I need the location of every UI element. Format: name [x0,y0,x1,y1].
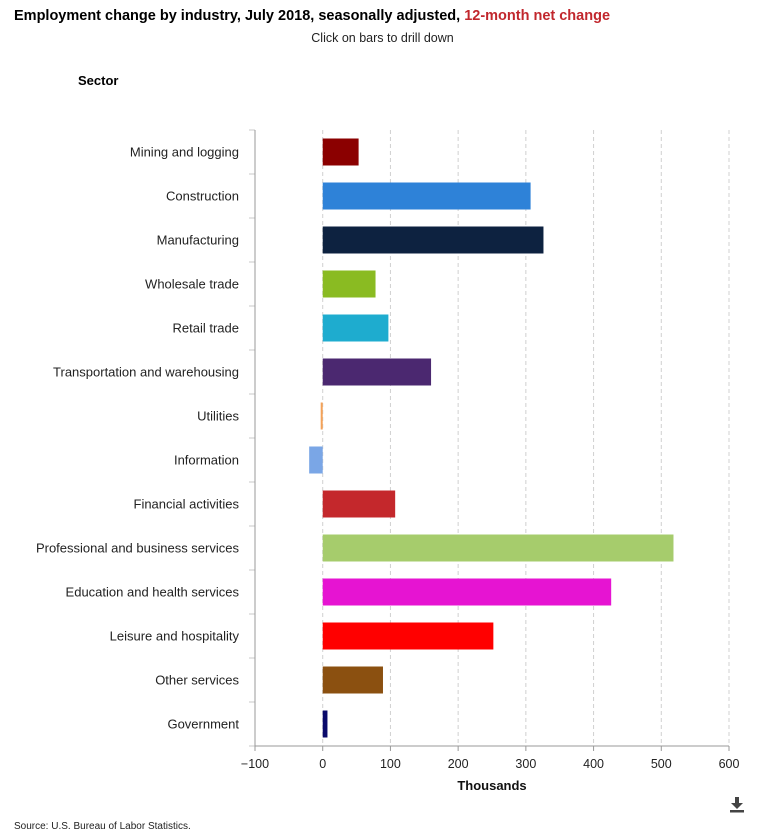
x-tick-label: 600 [719,757,740,771]
category-label: Wholesale trade [145,277,239,292]
bar[interactable] [322,490,396,518]
bar[interactable] [322,578,612,606]
category-label: Retail trade [173,321,239,336]
x-tick-label: 100 [380,757,401,771]
x-tick-label: 300 [515,757,536,771]
bar[interactable] [322,358,432,386]
bar[interactable] [322,710,328,738]
y-axis-heading: Sector [78,73,119,88]
category-label: Manufacturing [157,233,239,248]
category-label: Construction [166,189,239,204]
category-label: Leisure and hospitality [110,629,240,644]
category-label: Professional and business services [36,541,240,556]
bar[interactable] [309,446,323,474]
category-label: Financial activities [134,497,240,512]
category-label: Utilities [197,409,239,424]
bar[interactable] [322,182,531,210]
x-tick-label: 500 [651,757,672,771]
bar[interactable] [320,402,323,430]
bar[interactable] [322,226,544,254]
chart-subtitle: Click on bars to drill down [311,31,454,45]
category-label: Education and health services [66,585,240,600]
chart-title: Employment change by industry, July 2018… [14,8,610,24]
category-label: Government [167,717,239,732]
bar[interactable] [322,314,389,342]
x-tick-label: −100 [241,757,269,771]
source-note: Source: U.S. Bureau of Labor Statistics. [14,821,191,832]
download-icon [730,797,744,813]
bar[interactable] [322,622,494,650]
bar[interactable] [322,138,359,166]
bar[interactable] [322,270,376,298]
download-button[interactable] [728,795,746,813]
x-tick-label: 200 [448,757,469,771]
chart-title-main: Employment change by industry, July 2018… [14,8,465,24]
bar[interactable] [322,534,674,562]
chart-title-accent: 12-month net change [464,8,611,24]
category-label: Transportation and warehousing [53,365,239,380]
category-label: Information [174,453,239,468]
category-label: Other services [155,673,239,688]
category-label: Mining and logging [130,145,239,160]
x-tick-label: 0 [319,757,326,771]
x-tick-label: 400 [583,757,604,771]
x-axis-title: Thousands [457,778,526,793]
bar[interactable] [322,666,383,694]
